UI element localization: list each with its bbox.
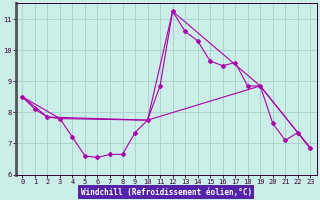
X-axis label: Windchill (Refroidissement éolien,°C): Windchill (Refroidissement éolien,°C) — [81, 188, 252, 197]
